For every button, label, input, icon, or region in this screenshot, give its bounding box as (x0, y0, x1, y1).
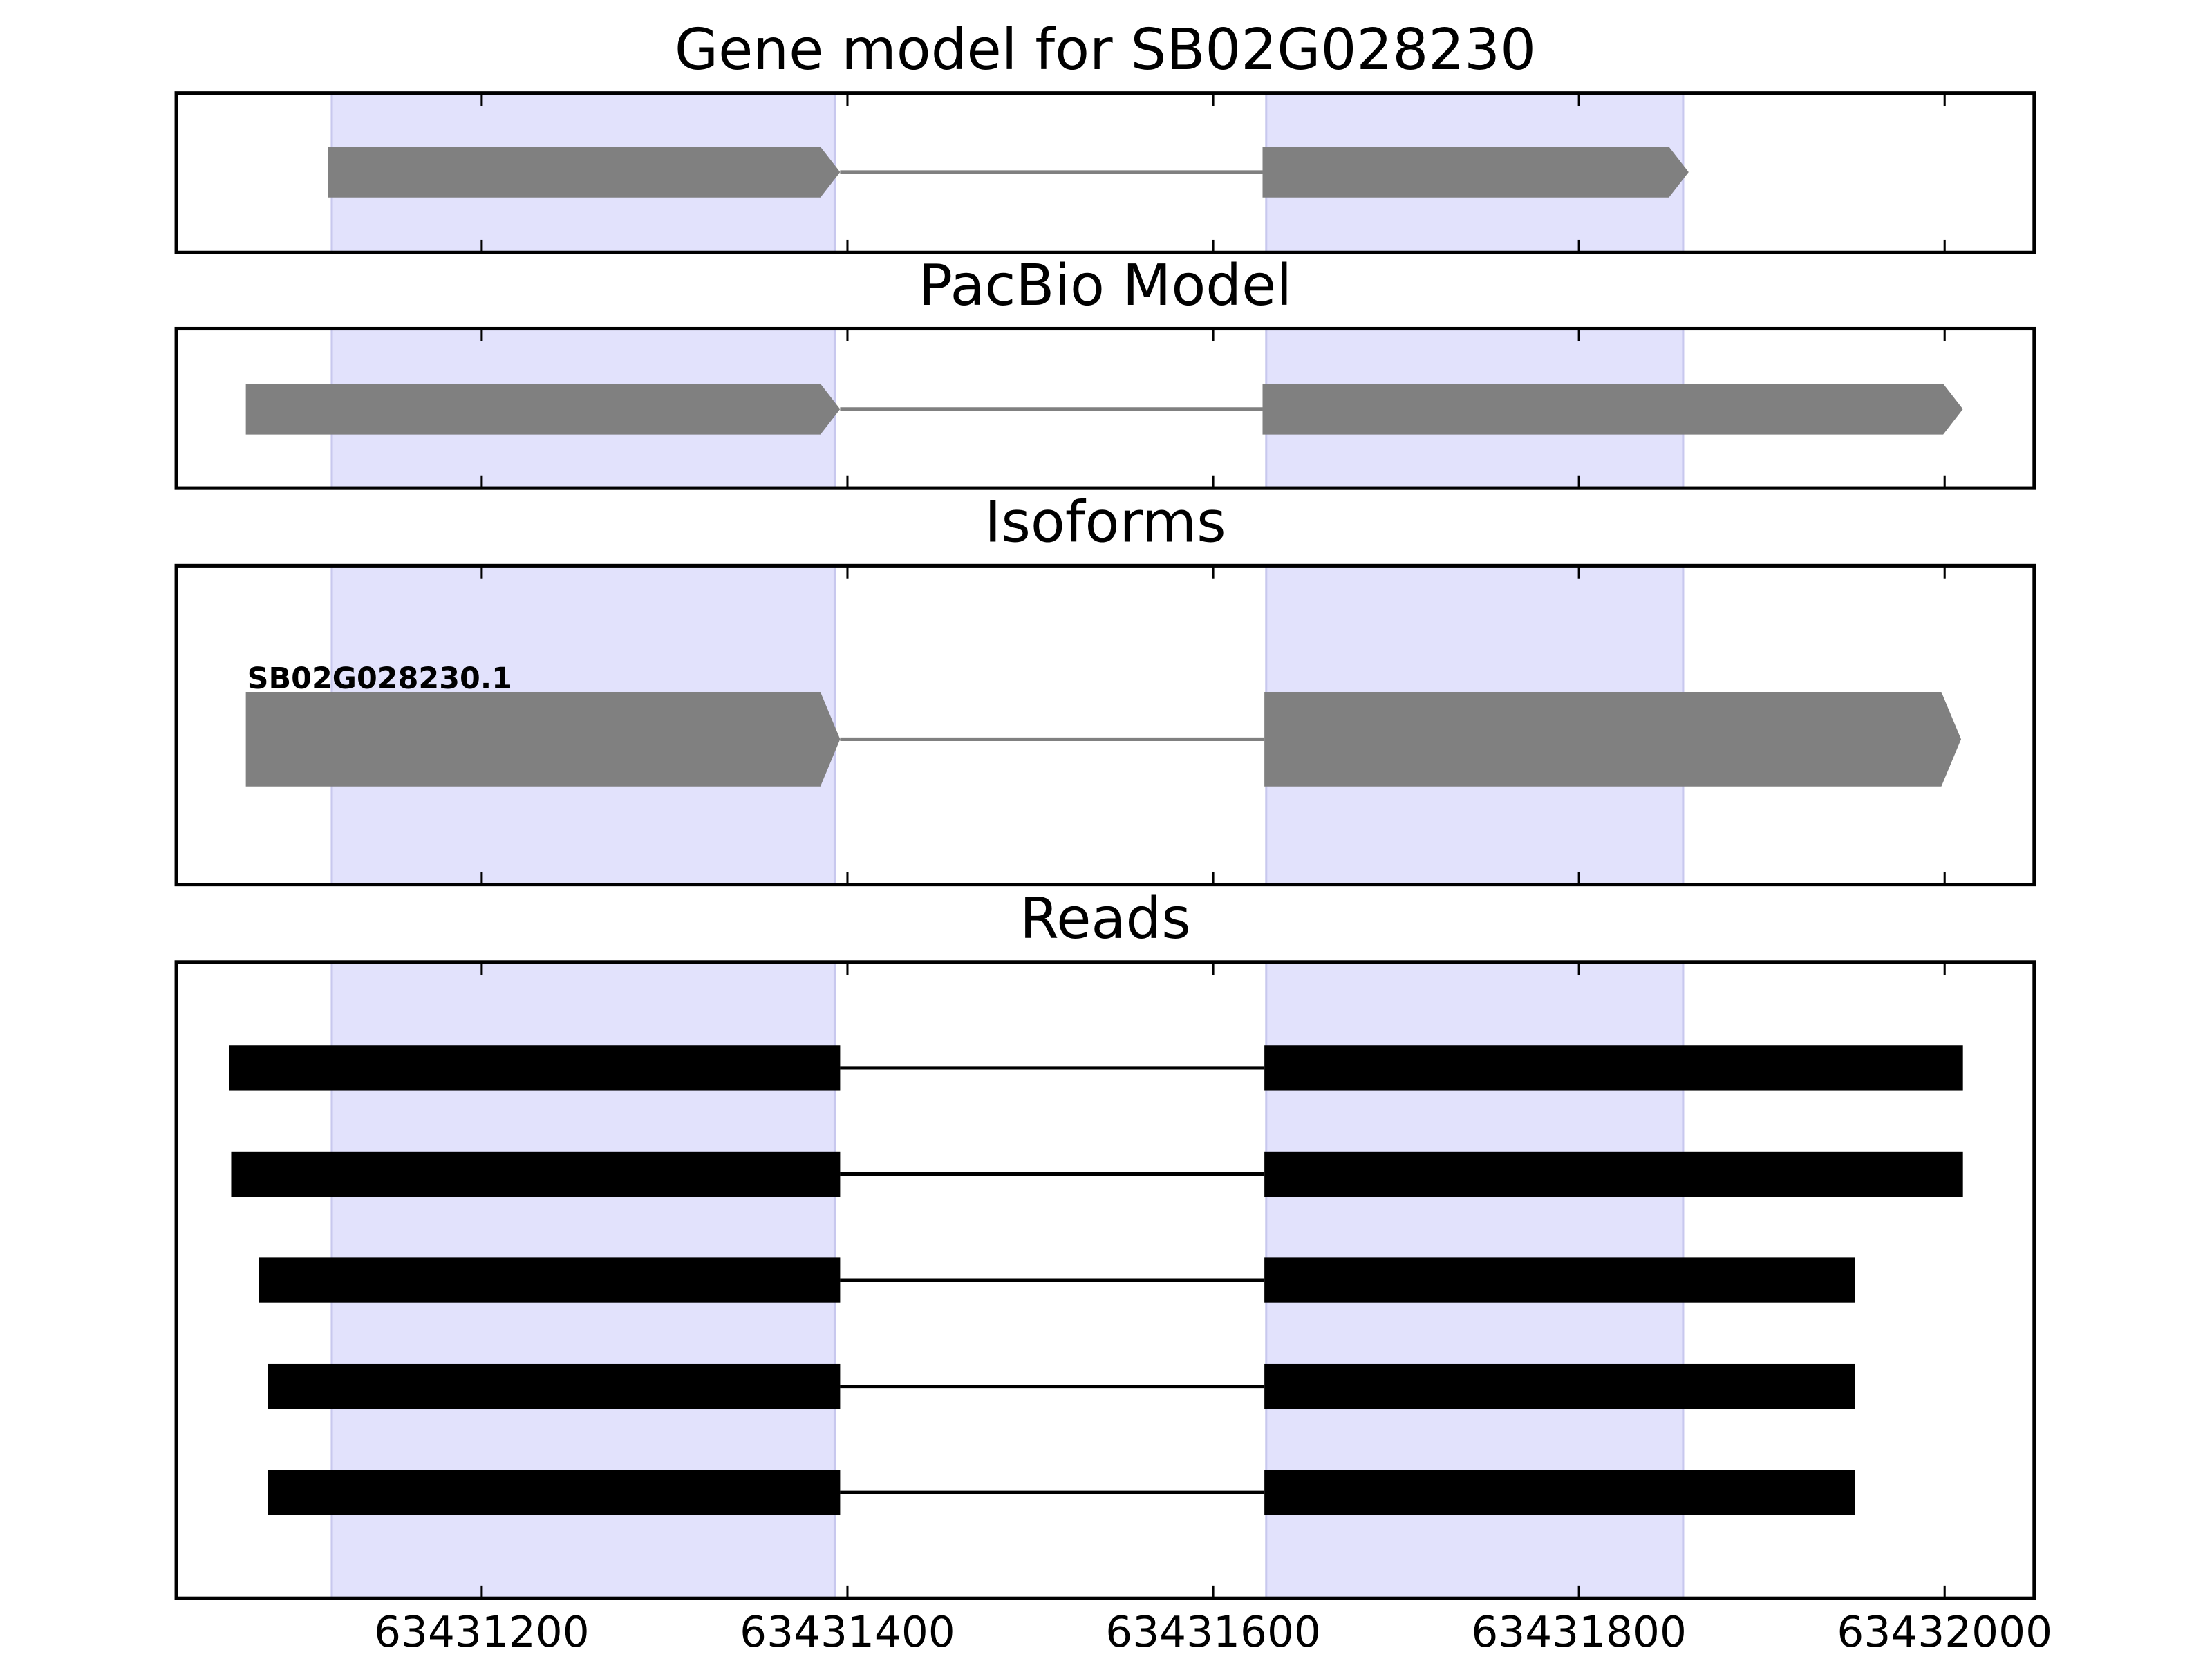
read-block (268, 1470, 841, 1515)
panel-title: PacBio Model (919, 253, 1292, 319)
read-block (1264, 1045, 1963, 1091)
exon (1262, 384, 1963, 435)
panel-title: Isoforms (984, 490, 1226, 556)
read-block (259, 1257, 841, 1303)
exon (1262, 147, 1689, 198)
panel-frame (174, 960, 2036, 1600)
read-block (1264, 1470, 1855, 1515)
panel-frame (174, 326, 2036, 490)
x-tick-label: 63431800 (1471, 1608, 1687, 1657)
read-block (231, 1151, 841, 1197)
exon (245, 384, 841, 435)
read-block (1264, 1363, 1855, 1409)
panel-title: Gene model for SB02G028230 (675, 17, 1536, 83)
read-block (268, 1363, 841, 1409)
exon (245, 692, 841, 787)
x-tick-label: 63432000 (1837, 1608, 2052, 1657)
panel-title: Reads (1020, 886, 1191, 952)
read-block (229, 1045, 841, 1091)
read-block (1264, 1257, 1855, 1303)
x-tick-label: 63431200 (374, 1608, 590, 1657)
x-tick-label: 63431600 (1105, 1608, 1321, 1657)
isoform-label: SB02G028230.1 (247, 662, 512, 696)
exon (328, 147, 841, 198)
panel-frame (174, 91, 2036, 254)
panel-frame (174, 563, 2036, 887)
read-block (1264, 1151, 1963, 1197)
x-tick-label: 63431400 (740, 1608, 955, 1657)
exon (1264, 692, 1962, 787)
